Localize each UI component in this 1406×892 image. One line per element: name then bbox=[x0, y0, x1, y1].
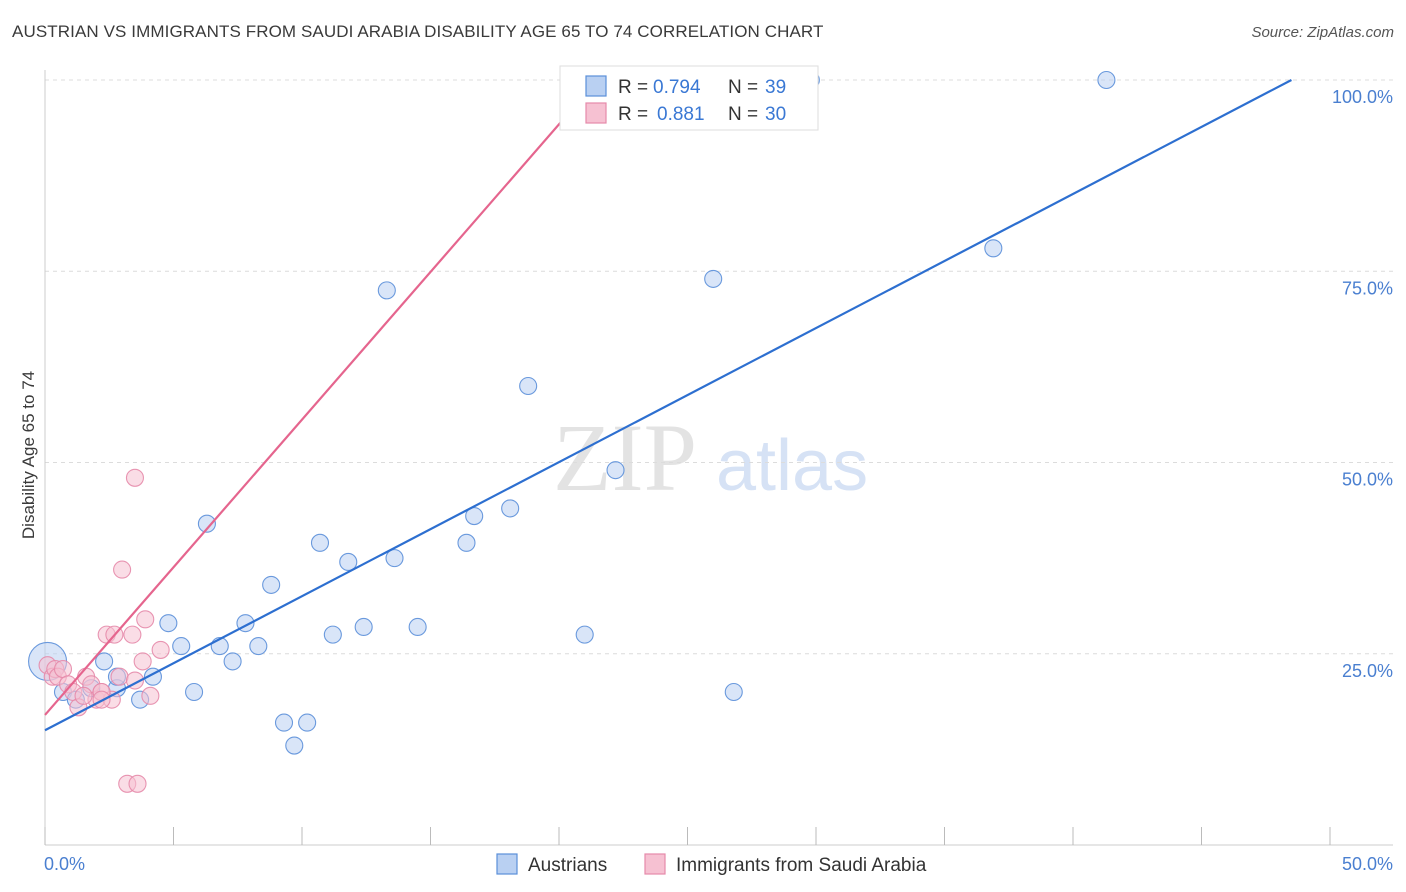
legend-swatch-austrians bbox=[585, 75, 607, 97]
y-tick-labels: 25.0% 50.0% 75.0% 100.0% bbox=[1332, 87, 1393, 681]
source-label: Source: ZipAtlas.com bbox=[1251, 24, 1394, 41]
austrian-point bbox=[310, 533, 330, 552]
legend-n-value-saudi: 30 bbox=[765, 104, 786, 125]
series-legend: Austrians Immigrants from Saudi Arabia bbox=[496, 853, 927, 876]
saudi-trend-line bbox=[44, 79, 599, 716]
watermark: ZIP atlas bbox=[553, 404, 868, 511]
austrian-point bbox=[339, 552, 358, 572]
austrian-point bbox=[159, 614, 178, 633]
austrian-point bbox=[377, 281, 396, 300]
y-tick-label: 75.0% bbox=[1342, 278, 1393, 298]
stats-legend: R = 0.794 N = 39 R = 0.881 N = 30 bbox=[559, 65, 819, 131]
saudi-point bbox=[123, 625, 142, 644]
bottom-legend-swatch-austrians bbox=[496, 853, 518, 875]
austrian-point bbox=[285, 736, 304, 755]
legend-r-label-saudi: R = bbox=[618, 104, 648, 125]
bottom-legend-label-austrians: Austrians bbox=[528, 855, 607, 876]
saudi-point bbox=[128, 774, 147, 793]
saudi-point bbox=[113, 560, 132, 579]
x-tick-min: 0.0% bbox=[44, 854, 85, 874]
austrian-point bbox=[223, 652, 242, 671]
saudi-point bbox=[141, 686, 160, 705]
legend-n-value-austrians: 39 bbox=[765, 77, 786, 98]
austrian-point bbox=[354, 617, 373, 637]
austrian-point bbox=[724, 682, 743, 702]
bottom-legend-label-saudi: Immigrants from Saudi Arabia bbox=[676, 855, 927, 876]
trend-lines bbox=[44, 79, 1292, 732]
saudi-point bbox=[110, 667, 129, 686]
saudi-point bbox=[125, 468, 144, 487]
bottom-legend-swatch-saudi bbox=[644, 853, 666, 875]
austrian-point bbox=[197, 514, 216, 533]
axes bbox=[44, 70, 1393, 846]
austrian-point bbox=[1097, 70, 1116, 90]
austrian-point bbox=[274, 713, 294, 732]
saudi-point bbox=[53, 659, 73, 679]
austrian-point bbox=[575, 625, 594, 644]
austrian-point bbox=[408, 617, 427, 637]
y-tick-label: 25.0% bbox=[1342, 661, 1393, 681]
y-axis-label: Disability Age 65 to 74 bbox=[19, 371, 38, 539]
austrian-point bbox=[249, 637, 268, 656]
austrian-point bbox=[519, 376, 538, 396]
austrian-point bbox=[185, 682, 204, 702]
austrian-point bbox=[704, 269, 723, 288]
austrian-point bbox=[95, 652, 114, 671]
legend-r-value-austrians: 0.794 bbox=[653, 77, 701, 98]
y-tick-label: 50.0% bbox=[1342, 470, 1393, 490]
austrian-point bbox=[457, 533, 476, 552]
watermark-zip: ZIP bbox=[553, 404, 697, 511]
legend-r-value-saudi: 0.881 bbox=[657, 104, 705, 125]
austrian-trend-line bbox=[44, 79, 1292, 732]
legend-r-label-austrians: R = bbox=[618, 77, 648, 98]
austrian-point bbox=[323, 625, 342, 644]
saudi-point bbox=[74, 686, 93, 705]
austrian-point bbox=[606, 461, 625, 480]
austrian-point bbox=[262, 575, 281, 594]
gridlines bbox=[45, 79, 1393, 655]
watermark-atlas: atlas bbox=[716, 426, 868, 506]
saudi-point bbox=[151, 640, 170, 659]
austrian-point bbox=[385, 549, 404, 568]
austrian-point bbox=[298, 713, 317, 732]
chart-title: AUSTRIAN VS IMMIGRANTS FROM SAUDI ARABIA… bbox=[12, 22, 824, 41]
saudi-point bbox=[133, 652, 152, 671]
austrian-point bbox=[501, 499, 520, 518]
legend-n-label-austrians: N = bbox=[728, 77, 758, 98]
legend-n-label-saudi: N = bbox=[728, 104, 758, 125]
y-tick-label: 100.0% bbox=[1332, 87, 1393, 107]
austrian-point bbox=[984, 239, 1003, 258]
x-tick-max: 50.0% bbox=[1342, 854, 1393, 874]
austrian-point bbox=[172, 637, 191, 656]
legend-swatch-saudi bbox=[585, 102, 607, 124]
saudi-point bbox=[136, 610, 155, 629]
